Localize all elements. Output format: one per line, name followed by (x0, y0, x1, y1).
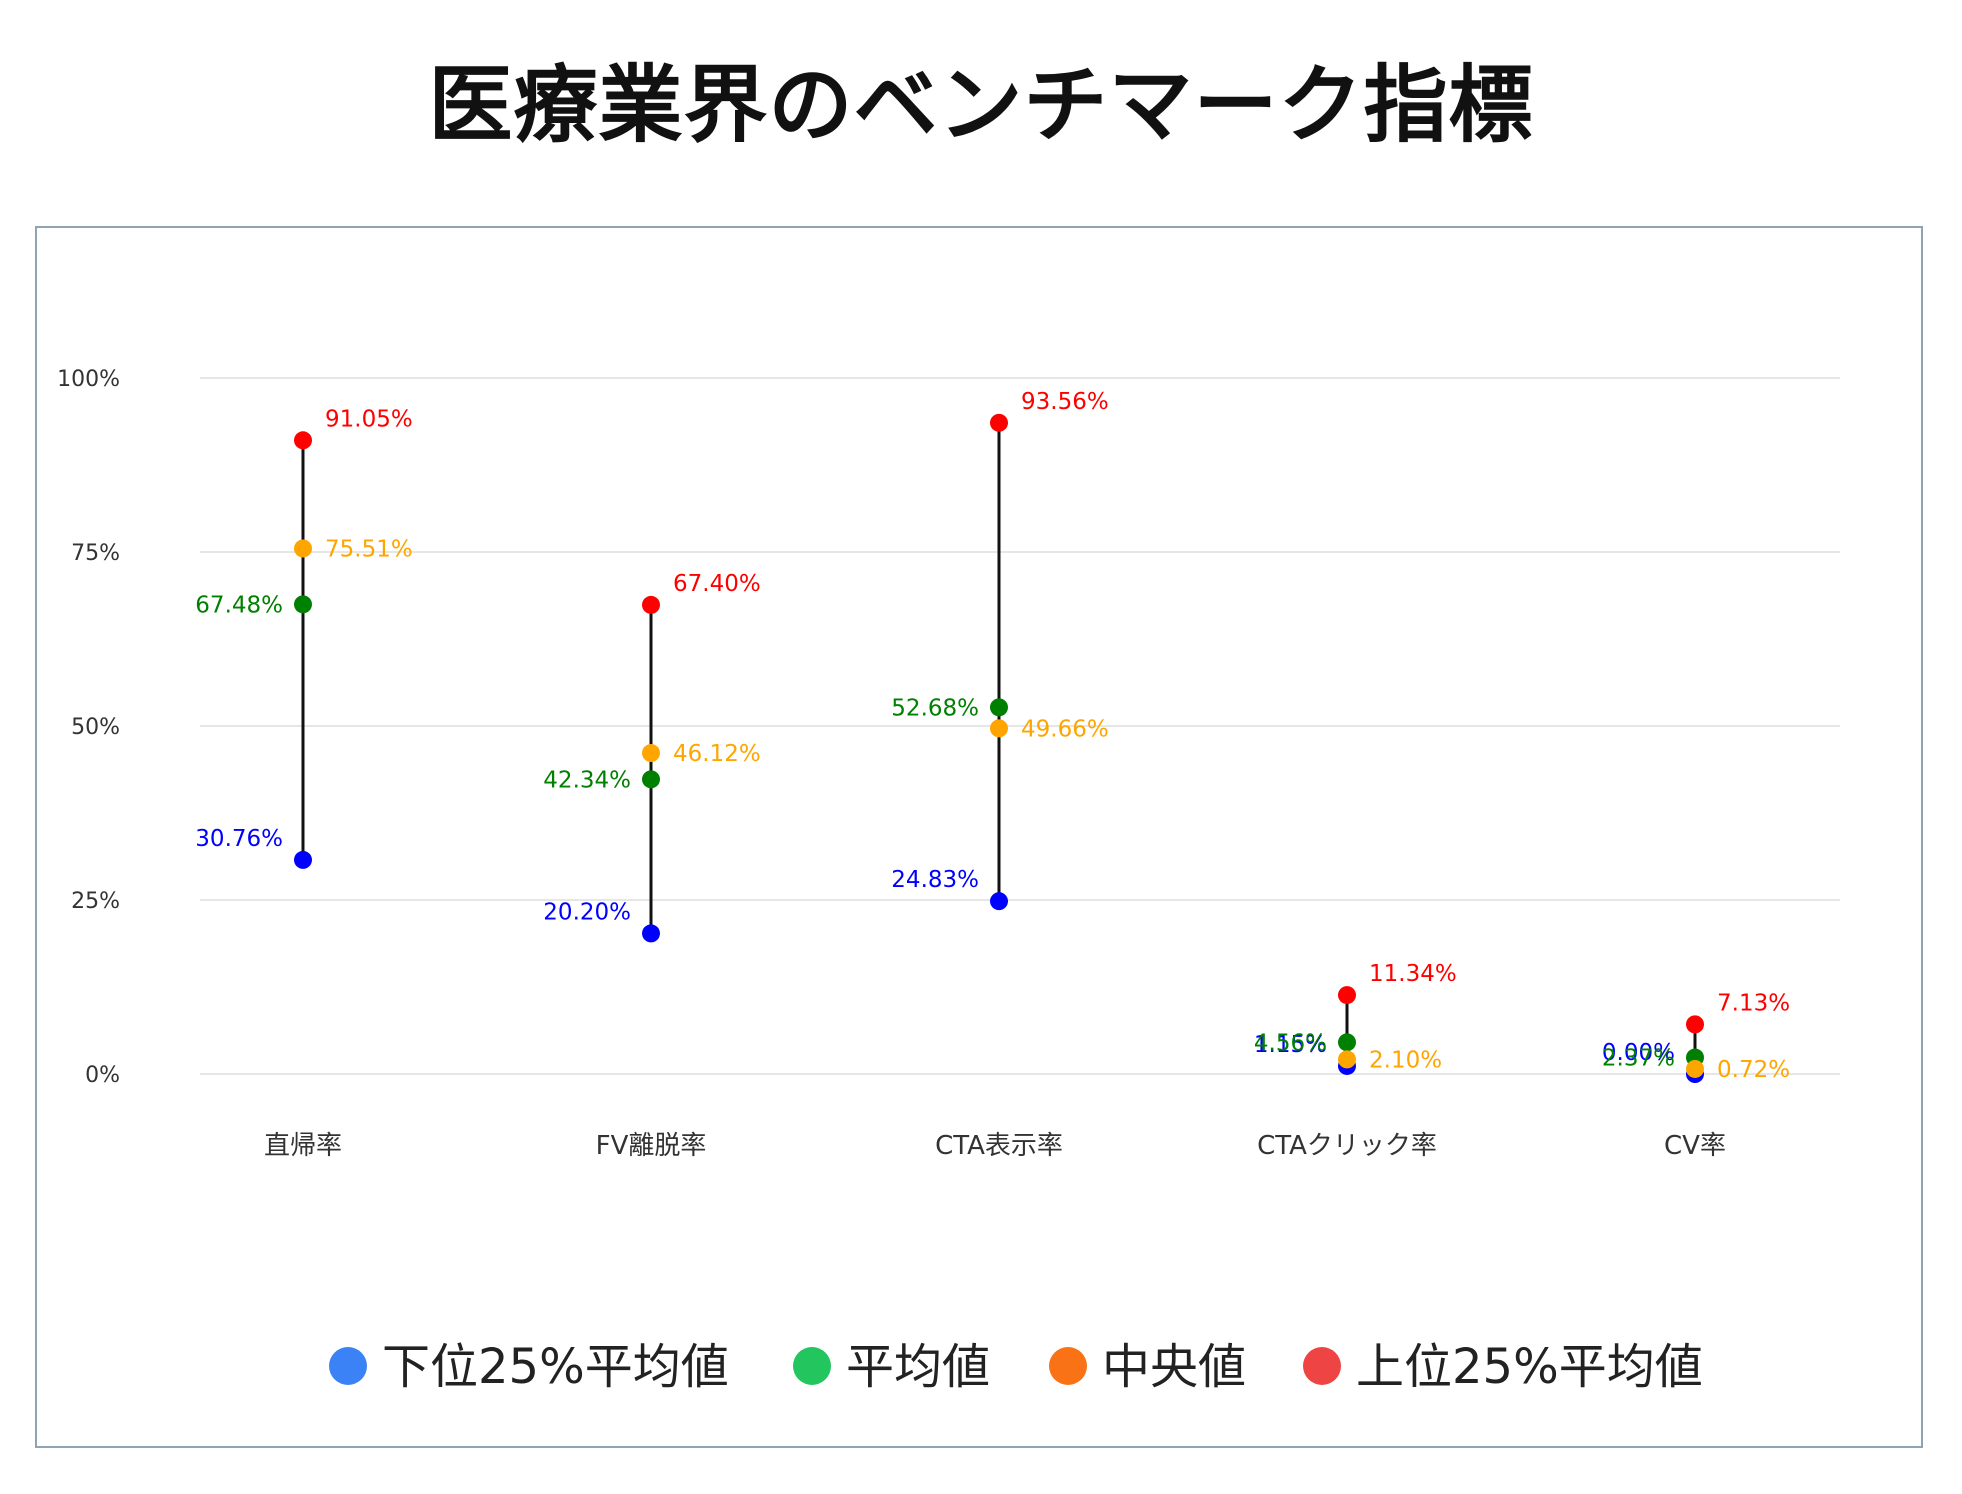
data-label-high: 67.40% (673, 571, 761, 597)
x-category-label: CV率 (1664, 1131, 1726, 1161)
legend-marker-high (1303, 1347, 1341, 1385)
data-label-mean: 2.37% (1602, 1046, 1675, 1072)
data-label-low: 0.00% (1602, 1040, 1675, 1066)
legend-label-high[interactable]: 上位25%平均値 (1356, 1339, 1703, 1395)
data-label-high: 91.05% (325, 406, 413, 432)
data-label-low: 20.20% (543, 899, 631, 925)
data-point-mean[interactable] (990, 698, 1008, 717)
data-label-high: 11.34% (1369, 961, 1457, 987)
data-point-high[interactable] (1338, 986, 1356, 1005)
y-tick-label: 50% (71, 715, 120, 740)
x-category-label: CTAクリック率 (1257, 1131, 1437, 1161)
data-label-mean: 67.48% (195, 592, 283, 618)
data-label-low: 24.83% (891, 867, 979, 893)
chart-frame (35, 226, 1923, 1448)
data-point-low[interactable] (294, 850, 312, 869)
x-category-label: CTA表示率 (935, 1131, 1063, 1161)
data-point-high[interactable] (990, 413, 1008, 432)
data-point-high[interactable] (1686, 1015, 1704, 1034)
data-point-median[interactable] (1686, 1059, 1704, 1078)
data-point-low[interactable] (642, 924, 660, 943)
data-point-high[interactable] (294, 431, 312, 450)
data-label-low: 1.15% (1254, 1032, 1327, 1058)
data-point-median[interactable] (294, 539, 312, 558)
legend-label-mean[interactable]: 平均値 (846, 1339, 990, 1395)
data-label-high: 93.56% (1021, 389, 1109, 415)
data-label-mean: 42.34% (543, 767, 631, 793)
data-label-low: 30.76% (195, 826, 283, 852)
data-point-mean[interactable] (294, 595, 312, 614)
data-point-mean[interactable] (642, 770, 660, 789)
data-label-high: 7.13% (1717, 990, 1790, 1016)
data-label-median: 0.72% (1717, 1057, 1790, 1083)
legend-marker-low (329, 1347, 367, 1385)
legend-label-median[interactable]: 中央値 (1102, 1339, 1246, 1395)
y-tick-label: 0% (85, 1063, 120, 1088)
data-point-high[interactable] (642, 595, 660, 614)
legend-marker-median (1049, 1347, 1087, 1385)
y-tick-label: 25% (71, 889, 120, 914)
legend-marker-mean (793, 1347, 831, 1385)
data-label-mean: 4.56% (1254, 1030, 1327, 1056)
data-point-low[interactable] (990, 892, 1008, 911)
x-category-label: 直帰率 (264, 1131, 342, 1161)
data-point-median[interactable] (1338, 1050, 1356, 1069)
y-tick-label: 75% (71, 541, 120, 566)
page-title: 医療業界のベンチマーク指標 (428, 56, 1534, 154)
data-label-median: 49.66% (1021, 716, 1109, 742)
x-category-label: FV離脱率 (596, 1131, 707, 1161)
legend-label-low[interactable]: 下位25%平均値 (382, 1339, 729, 1395)
data-point-median[interactable] (642, 744, 660, 763)
data-label-median: 75.51% (325, 536, 413, 562)
y-tick-label: 100% (57, 367, 120, 392)
data-label-median: 2.10% (1369, 1047, 1442, 1073)
data-label-mean: 52.68% (891, 695, 979, 721)
data-label-median: 46.12% (673, 741, 761, 767)
data-point-mean[interactable] (1338, 1033, 1356, 1052)
data-point-median[interactable] (990, 719, 1008, 738)
